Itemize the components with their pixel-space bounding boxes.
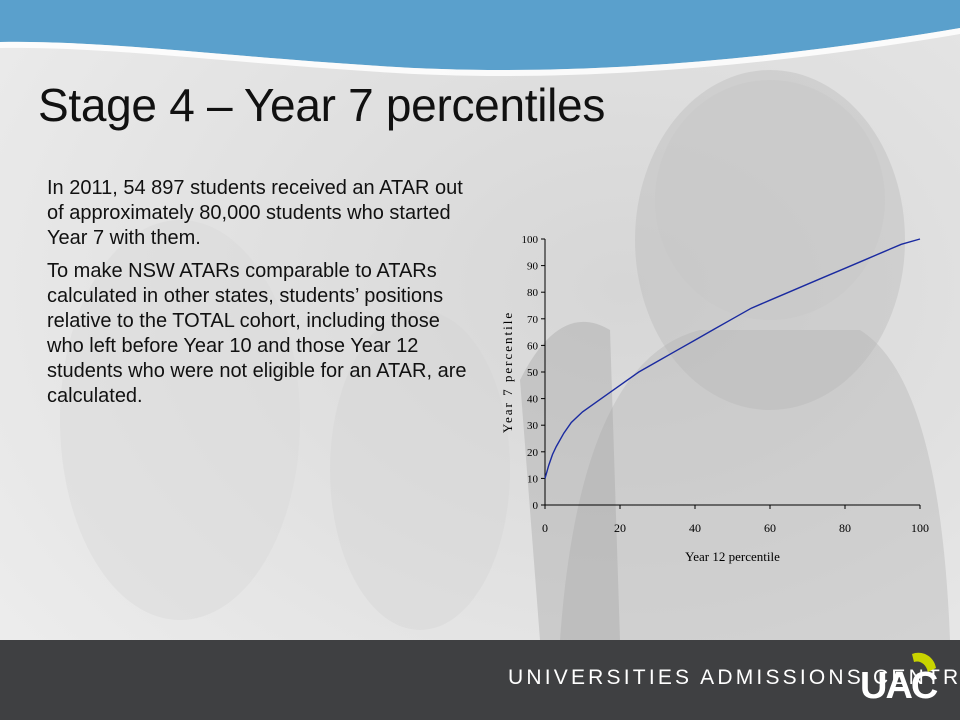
y-tick-label: 0 <box>533 500 539 512</box>
y-tick-label: 50 <box>527 367 539 379</box>
y-tick-label: 10 <box>527 473 539 485</box>
footer-bar: UNIVERSITIES ADMISSIONS CENTRE <box>0 640 960 720</box>
percentile-chart: 0 10 20 30 40 50 60 70 80 90 100 0 20 40 60 80 100 Year 1… <box>500 234 929 564</box>
top-banner <box>0 0 960 76</box>
body-text: In 2011, 54 897 students received an ATA… <box>47 176 477 417</box>
y-axis-label: Year 7 percentile <box>500 311 515 433</box>
uac-logo: UAC <box>860 652 940 707</box>
series-line-0 <box>544 238 921 479</box>
page-title: Stage 4 – Year 7 percentiles <box>38 79 606 131</box>
y-tick-label: 20 <box>527 447 539 459</box>
x-tick-label: 100 <box>911 521 929 535</box>
y-tick-label: 80 <box>527 287 539 299</box>
y-tick-label: 90 <box>527 261 539 273</box>
organization-name: UNIVERSITIES ADMISSIONS CENTRE <box>508 666 960 689</box>
svg-text:UAC: UAC <box>860 665 938 707</box>
y-tick-label: 60 <box>527 340 539 352</box>
x-tick-label: 20 <box>614 521 626 535</box>
y-tick-label: 100 <box>522 234 539 246</box>
y-tick-label: 70 <box>527 314 539 326</box>
x-tick-label: 40 <box>689 521 701 535</box>
x-tick-label: 0 <box>542 521 548 535</box>
y-tick-label: 40 <box>527 394 539 406</box>
paragraph-cohort-explanation: To make NSW ATARs comparable to ATARs ca… <box>47 260 467 407</box>
x-tick-label: 60 <box>764 521 776 535</box>
paragraph-atar-count: In 2011, 54 897 students received an ATA… <box>47 177 463 249</box>
x-tick-label: 80 <box>839 521 851 535</box>
x-axis-label: Year 12 percentile <box>685 549 780 564</box>
y-tick-label: 30 <box>527 420 539 432</box>
